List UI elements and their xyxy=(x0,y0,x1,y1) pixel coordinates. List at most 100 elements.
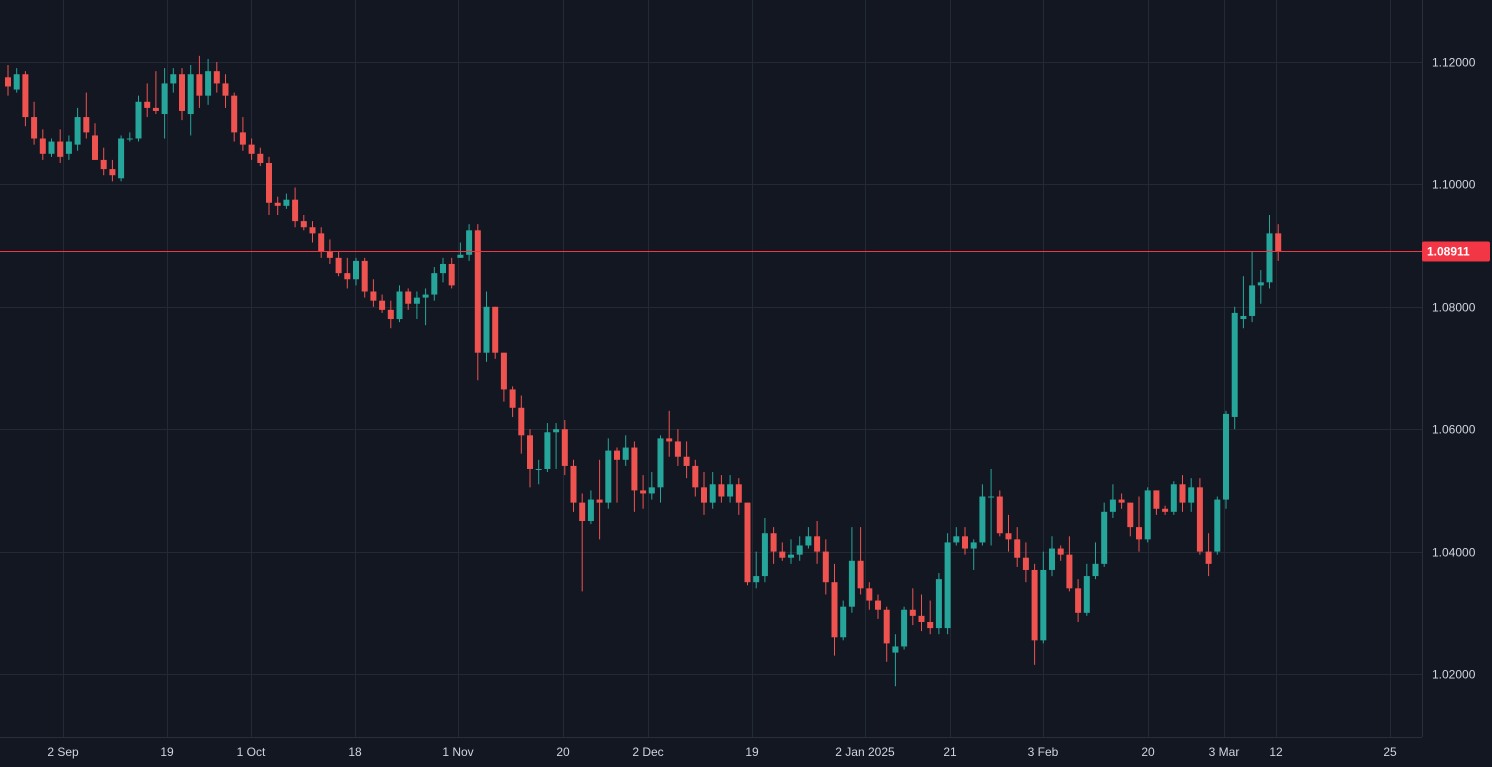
candle-body xyxy=(1057,548,1064,555)
candle xyxy=(1136,496,1142,552)
candle-body xyxy=(1196,487,1203,552)
candle xyxy=(1066,536,1073,592)
candle xyxy=(1188,478,1195,512)
candle xyxy=(683,441,690,479)
candle xyxy=(735,478,742,515)
candle-body xyxy=(1231,312,1238,417)
candle xyxy=(761,517,768,583)
candle xyxy=(822,539,829,595)
candle xyxy=(631,441,638,512)
candle-body xyxy=(657,438,664,488)
candle xyxy=(866,582,873,610)
candle-body xyxy=(1153,490,1160,509)
candle xyxy=(753,551,760,589)
candle-body xyxy=(135,101,142,139)
candle xyxy=(953,527,960,546)
candle xyxy=(1240,276,1247,329)
candle-body xyxy=(535,468,542,470)
candle xyxy=(361,257,368,298)
candle xyxy=(909,588,916,626)
candle-body xyxy=(605,450,612,503)
candle-body xyxy=(248,144,255,154)
candle-body xyxy=(344,273,351,280)
candle xyxy=(1170,481,1177,515)
candle-body xyxy=(13,74,20,90)
candle-body xyxy=(840,606,847,638)
candle-body xyxy=(257,153,264,163)
price-axis[interactable]: 1.02000 1.04000 1.06000 1.08000 1.10000 1.120… xyxy=(1432,56,1476,682)
candle-body xyxy=(674,441,681,457)
candle xyxy=(770,527,777,564)
candle-body xyxy=(448,263,455,286)
candle-body xyxy=(309,227,316,234)
candle-body xyxy=(483,306,490,353)
candle xyxy=(344,257,351,289)
candle-body xyxy=(5,77,11,87)
candle xyxy=(22,71,29,127)
candle-body xyxy=(822,551,829,583)
time-tick-label: 21 xyxy=(943,745,957,759)
candle-body xyxy=(179,74,185,111)
time-tick-label: 1 Nov xyxy=(442,745,473,759)
candle xyxy=(1057,545,1064,561)
candle xyxy=(170,68,177,93)
candle xyxy=(126,132,133,142)
candle xyxy=(979,484,986,546)
time-tick-label: 18 xyxy=(348,745,362,759)
candle xyxy=(840,600,847,641)
candle xyxy=(805,527,812,549)
candle-body xyxy=(1066,554,1073,589)
candle xyxy=(605,438,612,509)
candle xyxy=(779,542,786,561)
candle xyxy=(1118,493,1125,509)
candle xyxy=(796,536,803,561)
candle-body xyxy=(648,487,655,494)
candle xyxy=(744,502,751,586)
candle xyxy=(13,68,20,93)
candle-body xyxy=(996,496,1003,534)
candle xyxy=(205,58,212,105)
candle xyxy=(553,423,560,469)
candle xyxy=(587,490,594,525)
candle-body xyxy=(622,447,629,460)
candle-body xyxy=(500,352,507,390)
candle-body xyxy=(1179,484,1186,503)
candle xyxy=(883,606,890,662)
candle xyxy=(848,527,855,613)
candle-body xyxy=(152,107,159,111)
candle xyxy=(266,156,272,215)
candle xyxy=(918,594,925,632)
candle-body xyxy=(205,71,212,96)
candle xyxy=(257,147,264,167)
candle xyxy=(892,634,899,687)
candle xyxy=(318,227,325,258)
candle-body xyxy=(640,490,647,494)
candle xyxy=(335,251,342,277)
candle xyxy=(370,279,377,307)
price-tick-label: 1.06000 xyxy=(1432,423,1476,437)
candle xyxy=(1257,270,1264,304)
candle-body xyxy=(666,438,673,442)
candle-body xyxy=(1266,233,1273,283)
candle-body xyxy=(1031,569,1038,641)
candle xyxy=(187,65,194,136)
candle xyxy=(5,65,11,96)
candle-body xyxy=(918,615,925,622)
candle xyxy=(709,472,716,509)
candle-body xyxy=(614,450,620,460)
candle xyxy=(1153,490,1160,515)
candle xyxy=(448,257,455,289)
candle xyxy=(1109,484,1116,518)
candle-body xyxy=(144,101,151,108)
time-axis[interactable]: 2 Sep 19 1 Oct 18 1 Nov 20 2 Dec 19 2 Jan 2025 21… xyxy=(47,745,1397,759)
candle xyxy=(65,135,72,160)
time-tick-label: 19 xyxy=(160,745,174,759)
candle xyxy=(579,493,586,592)
time-tick-label: 2 Jan 2025 xyxy=(835,745,895,759)
time-axis-background xyxy=(0,737,1492,767)
candle-body xyxy=(744,502,751,583)
candle xyxy=(657,435,664,503)
candle xyxy=(1101,502,1108,567)
candle-body xyxy=(492,306,499,353)
